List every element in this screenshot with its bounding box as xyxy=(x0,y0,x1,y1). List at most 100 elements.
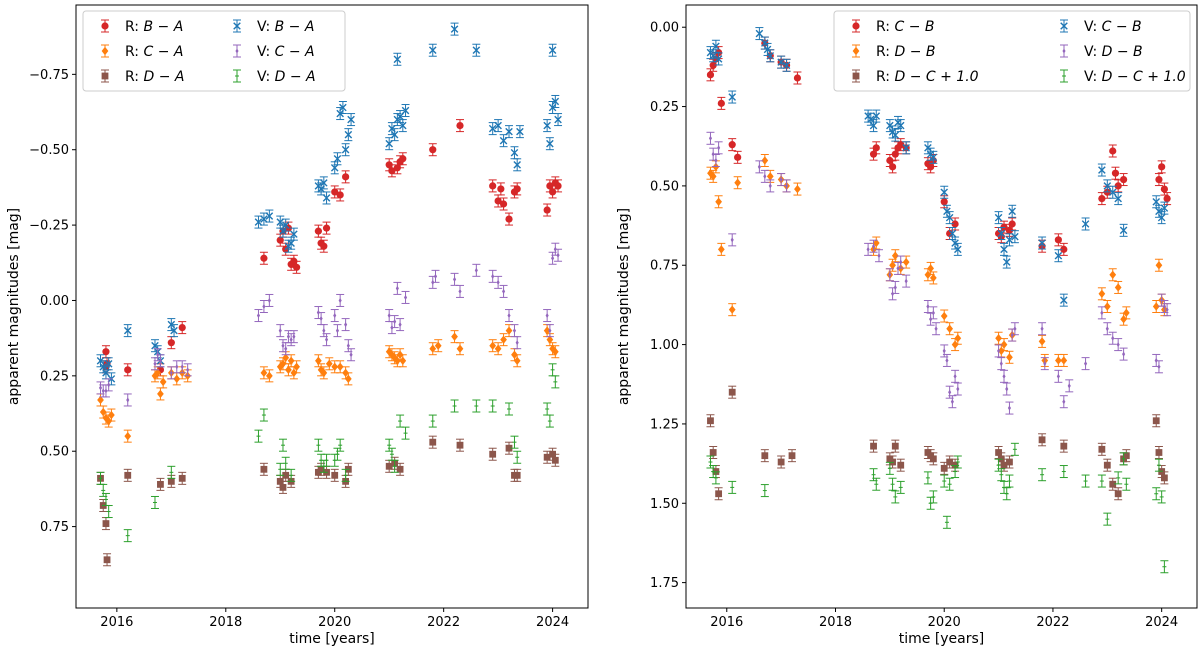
left-legend-label: V: B − A xyxy=(257,19,314,35)
left-data-point xyxy=(543,402,552,416)
left-data-point xyxy=(265,369,274,383)
left-data-point xyxy=(548,185,557,199)
right-data-point xyxy=(1010,442,1019,456)
right-data-point xyxy=(902,141,911,155)
left-data-point xyxy=(499,134,508,148)
left-data-point xyxy=(101,517,110,531)
right-x-axis-label: time [years] xyxy=(899,631,985,647)
right-data-point xyxy=(1119,173,1128,187)
left-series-2 xyxy=(96,435,560,567)
right-y-tick-label: 1.75 xyxy=(650,576,679,591)
left-data-point xyxy=(123,429,132,443)
right-data-point xyxy=(1119,223,1128,237)
left-data-point xyxy=(289,330,298,344)
left-data-point xyxy=(101,345,110,359)
right-data-point xyxy=(1103,458,1112,472)
left-data-point xyxy=(150,495,159,509)
right-data-point xyxy=(1122,306,1131,320)
right-data-point xyxy=(714,487,723,501)
right-data-point xyxy=(793,71,802,85)
left-data-point xyxy=(387,164,396,178)
right-data-point xyxy=(942,353,951,367)
left-x-tick-label: 2022 xyxy=(427,615,460,630)
right-data-point xyxy=(1054,369,1063,383)
left-legend-label: R: D − A xyxy=(125,69,184,85)
right-data-point xyxy=(728,303,737,317)
left-data-point xyxy=(398,354,407,368)
right-data-point xyxy=(997,227,1006,241)
right-data-point xyxy=(891,490,900,504)
right-data-point xyxy=(777,173,786,187)
left-series-5 xyxy=(96,363,560,543)
left-data-point xyxy=(183,363,192,377)
right-data-point xyxy=(1059,395,1068,409)
left-data-point xyxy=(554,113,563,127)
right-data-point xyxy=(874,249,883,263)
left-legend-label: R: B − A xyxy=(125,19,183,35)
left-data-point xyxy=(259,251,268,265)
left-data-point xyxy=(456,284,464,298)
left-data-point xyxy=(543,450,552,464)
right-data-point xyxy=(1103,300,1112,313)
left-data-point xyxy=(278,438,287,452)
right-data-point xyxy=(1157,160,1166,174)
right-data-point xyxy=(1157,490,1166,504)
left-data-point xyxy=(472,263,481,277)
right-data-point xyxy=(932,322,941,336)
left-data-point xyxy=(156,354,165,368)
left-data-point xyxy=(276,462,285,476)
left-y-tick-label: −0.25 xyxy=(29,219,69,234)
right-data-point xyxy=(929,452,938,466)
right-legend-label: V: D − C + 1.0 xyxy=(1084,69,1186,85)
right-data-point xyxy=(1154,360,1163,374)
left-data-point xyxy=(551,453,560,467)
left-data-point xyxy=(178,471,187,485)
right-data-point xyxy=(1081,357,1090,371)
right-data-point xyxy=(706,414,715,428)
right-legend-marker xyxy=(1060,44,1068,58)
right-y-tick-label: 1.00 xyxy=(650,338,679,353)
right-data-point xyxy=(994,211,1003,225)
right-legend-marker xyxy=(1060,19,1068,33)
right-data-point xyxy=(896,255,905,269)
right-legend-label: R: D − B xyxy=(876,44,935,60)
left-series-1 xyxy=(96,324,560,443)
left-data-point xyxy=(265,293,274,307)
right-legend-marker xyxy=(852,44,860,58)
left-panel: 2016 2018 2020 2022 2024 −0.75 −0.50 −0.25 0.00 0… xyxy=(6,4,589,647)
right-legend-label: V: C − B xyxy=(1084,19,1142,35)
left-data-point xyxy=(322,221,331,235)
right-data-point xyxy=(1010,322,1019,336)
left-legend: R: B − A R: C − A R: D − A V: B − A V: C − A… xyxy=(82,10,346,92)
left-series-3 xyxy=(96,22,563,386)
left-legend-label: V: D − A xyxy=(257,69,316,85)
left-data-point xyxy=(488,399,497,413)
left-data-point xyxy=(178,360,187,374)
right-data-point xyxy=(929,490,938,504)
right-data-point xyxy=(1000,338,1009,352)
left-data-point xyxy=(338,101,347,115)
right-data-point xyxy=(997,468,1006,482)
right-data-point xyxy=(1038,468,1047,482)
right-series-5 xyxy=(706,442,1169,574)
right-data-point xyxy=(896,458,905,472)
left-data-point xyxy=(456,438,464,452)
right-data-point xyxy=(717,96,726,110)
right-data-point xyxy=(1163,303,1172,317)
right-data-point xyxy=(994,344,1003,358)
right-data-point xyxy=(885,461,894,475)
left-data-point xyxy=(551,375,560,389)
left-data-point xyxy=(322,191,331,205)
left-data-point xyxy=(548,251,557,265)
left-data-point xyxy=(499,197,508,211)
right-data-point xyxy=(940,461,949,475)
left-data-point xyxy=(167,336,176,350)
right-data-point xyxy=(1059,353,1068,367)
right-data-point xyxy=(1081,474,1090,488)
right-data-point xyxy=(923,471,932,485)
right-data-point xyxy=(728,233,737,247)
left-data-point xyxy=(545,137,554,151)
right-x-tick-label: 2018 xyxy=(819,615,852,630)
left-data-point xyxy=(434,339,443,353)
right-legend-marker xyxy=(1060,69,1068,83)
